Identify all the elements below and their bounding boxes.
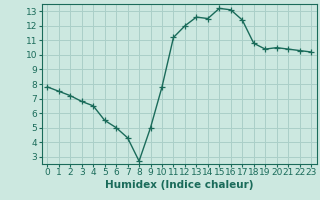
X-axis label: Humidex (Indice chaleur): Humidex (Indice chaleur) — [105, 180, 253, 190]
